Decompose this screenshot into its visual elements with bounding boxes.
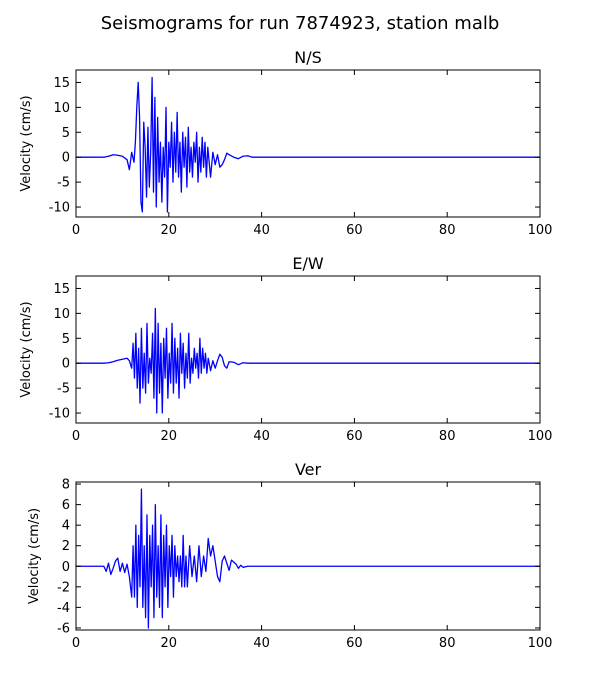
x-tick-label: 100 <box>528 429 553 444</box>
y-tick-label: 10 <box>53 101 70 116</box>
x-tick-label: 40 <box>253 223 270 238</box>
y-tick-label: 10 <box>53 307 70 322</box>
y-tick-label: 2 <box>62 539 70 554</box>
axes-frame-ver <box>75 481 541 631</box>
y-tick-label: 0 <box>62 560 70 575</box>
x-tick-label: 80 <box>439 636 456 651</box>
panel-ver: Ver 0 20 40 60 80 100 -6 -4 -2 0 2 4 6 8 Velocity (cm/s… <box>27 460 552 651</box>
velocity-trace-ns <box>76 76 540 213</box>
y-tick-label: 0 <box>62 151 70 166</box>
velocity-trace-ver <box>76 488 540 629</box>
y-tick-label: -6 <box>57 621 70 636</box>
panel-title-ew: E/W <box>292 254 324 273</box>
y-tick-label: -10 <box>49 407 70 422</box>
x-tick-label: 40 <box>253 429 270 444</box>
x-tick-label: 100 <box>528 223 553 238</box>
y-tick-label: 6 <box>62 498 70 513</box>
axes-frame-ns <box>75 69 541 218</box>
y-tick-label: 15 <box>53 282 70 297</box>
x-tick-label: 40 <box>253 636 270 651</box>
y-axis-label-ns: Velocity (cm/s) <box>19 95 34 191</box>
x-tick-label: 60 <box>346 223 363 238</box>
axes-frame-ew <box>75 275 541 424</box>
y-tick-label: 5 <box>62 126 70 141</box>
panel-title-ver: Ver <box>295 460 322 479</box>
y-tick-label: -5 <box>57 382 70 397</box>
x-tick-label: 80 <box>439 223 456 238</box>
y-tick-label: 0 <box>62 357 70 372</box>
y-tick-label: -4 <box>57 601 70 616</box>
panel-title-ns: N/S <box>294 48 322 67</box>
y-tick-label: 15 <box>53 76 70 91</box>
x-tick-label: 80 <box>439 429 456 444</box>
x-tick-label: 60 <box>346 636 363 651</box>
y-tick-label: -2 <box>57 580 70 595</box>
panel-ew: E/W 0 20 40 60 80 100 -10 -5 0 5 10 15 Velocity (cm/s… <box>19 254 552 444</box>
y-axis-label-ew: Velocity (cm/s) <box>19 301 34 397</box>
y-tick-label: 5 <box>62 332 70 347</box>
x-tick-label: 100 <box>528 636 553 651</box>
x-tick-label: 20 <box>161 636 178 651</box>
x-tick-label: 20 <box>161 223 178 238</box>
y-tick-label: -5 <box>57 176 70 191</box>
x-tick-label: 0 <box>72 429 80 444</box>
x-tick-label: 0 <box>72 636 80 651</box>
x-tick-label: 0 <box>72 223 80 238</box>
y-tick-label: 8 <box>62 478 70 493</box>
y-axis-label-ver: Velocity (cm/s) <box>27 508 42 604</box>
panel-ns: N/S 0 20 40 60 80 100 -10 -5 0 5 10 15 Velocity (cm/s… <box>19 48 552 238</box>
y-tick-label: -10 <box>49 201 70 216</box>
y-tick-label: 4 <box>62 519 70 534</box>
figure-title: Seismograms for run 7874923, station mal… <box>101 13 500 34</box>
velocity-trace-ew <box>76 307 540 414</box>
x-tick-label: 60 <box>346 429 363 444</box>
x-tick-label: 20 <box>161 429 178 444</box>
